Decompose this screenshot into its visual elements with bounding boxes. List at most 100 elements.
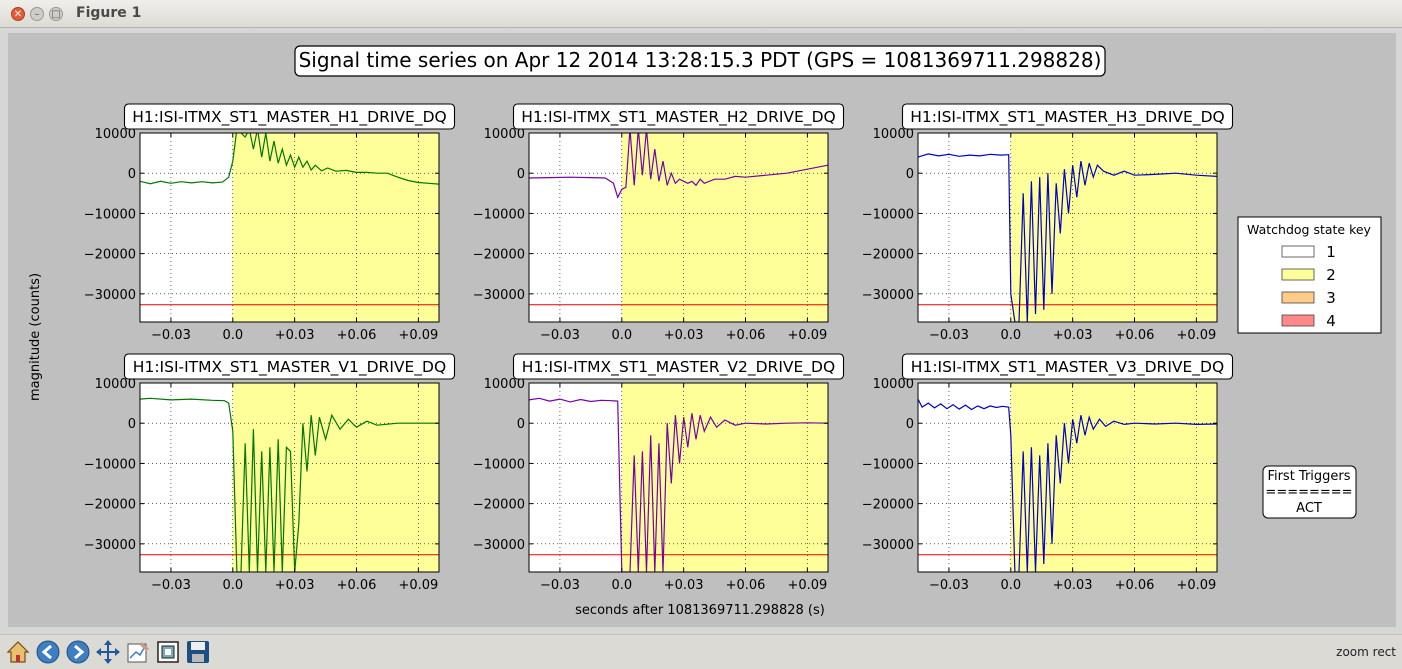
y-tick-label: −10000 bbox=[862, 207, 914, 222]
close-icon[interactable]: ✕ bbox=[11, 7, 25, 21]
first-triggers-rule: ======== bbox=[1265, 485, 1352, 500]
state-region-2 bbox=[1010, 133, 1217, 322]
series-line bbox=[529, 133, 828, 199]
x-tick-label: −0.03 bbox=[929, 328, 969, 343]
y-tick-label: −20000 bbox=[862, 248, 914, 263]
y-tick-label: −30000 bbox=[84, 288, 136, 303]
panel-title: H1:ISI-ITMX_ST1_MASTER_H3_DRIVE_DQ bbox=[910, 108, 1224, 127]
y-tick-label: −20000 bbox=[473, 498, 525, 513]
y-tick-label: −20000 bbox=[84, 498, 136, 513]
save-icon[interactable] bbox=[184, 638, 212, 666]
y-tick-label: −20000 bbox=[84, 248, 136, 263]
window-title: Figure 1 bbox=[76, 5, 142, 21]
suptitle: Signal time series on Apr 12 2014 13:28:… bbox=[299, 48, 1102, 72]
home-icon[interactable] bbox=[4, 638, 32, 666]
y-tick-label: −10000 bbox=[473, 457, 525, 472]
legend-label-3: 3 bbox=[1326, 289, 1336, 307]
panel-title: H1:ISI-ITMX_ST1_MASTER_H2_DRIVE_DQ bbox=[521, 108, 835, 127]
y-tick-label: 0 bbox=[517, 167, 525, 182]
state-region-1 bbox=[529, 383, 622, 572]
state-region-1 bbox=[918, 133, 1011, 322]
x-tick-label: −0.03 bbox=[540, 578, 580, 593]
x-tick-label: +0.06 bbox=[726, 328, 766, 343]
panel-title-box bbox=[901, 353, 1234, 380]
series-line bbox=[140, 397, 439, 572]
y-tick-label: −30000 bbox=[862, 538, 914, 553]
panel-0: −0.03 0.0 +0.03 +0.06 +0.09 10000 0 −10000 −2000… bbox=[84, 103, 456, 343]
x-tick-label: 0.0 bbox=[611, 328, 632, 343]
state-region-1 bbox=[918, 383, 1011, 572]
x-tick-label: +0.03 bbox=[275, 578, 315, 593]
y-tick-label: 0 bbox=[517, 417, 525, 432]
legend-title: Watchdog state key bbox=[1247, 222, 1372, 237]
forward-arrow-icon[interactable] bbox=[64, 638, 92, 666]
x-tick-label: +0.09 bbox=[398, 578, 438, 593]
y-tick-label: 0 bbox=[906, 417, 914, 432]
minimize-icon[interactable]: – bbox=[30, 7, 44, 21]
y-tick-label: 10000 bbox=[484, 377, 525, 392]
y-tick-label: 0 bbox=[128, 167, 136, 182]
y-tick-label: −20000 bbox=[473, 248, 525, 263]
x-tick-label: +0.06 bbox=[1115, 578, 1155, 593]
legend-swatch-2 bbox=[1281, 268, 1315, 281]
state-region-1 bbox=[529, 133, 622, 322]
x-tick-label: 0.0 bbox=[1000, 328, 1021, 343]
back-arrow-icon[interactable] bbox=[34, 638, 62, 666]
panel-title: H1:ISI-ITMX_ST1_MASTER_V3_DRIVE_DQ bbox=[911, 358, 1224, 377]
window-titlebar: ✕ – □ Figure 1 bbox=[0, 0, 1402, 28]
legend-entries: 1 2 3 4 bbox=[1281, 243, 1336, 330]
y-axis-label: magnitude (counts) bbox=[28, 273, 43, 401]
x-tick-label: +0.09 bbox=[1176, 328, 1216, 343]
y-tick-label: 10000 bbox=[873, 377, 914, 392]
series-line bbox=[918, 153, 1217, 322]
panel-title-box bbox=[123, 103, 456, 130]
y-tick-label: −10000 bbox=[473, 207, 525, 222]
axes-frame bbox=[917, 382, 1218, 573]
navigation-toolbar: zoom rect bbox=[0, 634, 1402, 669]
x-tick-label: +0.03 bbox=[275, 328, 315, 343]
legend-swatch-3 bbox=[1281, 291, 1315, 304]
y-tick-label: 10000 bbox=[873, 127, 914, 142]
x-tick-label: −0.03 bbox=[929, 578, 969, 593]
x-tick-label: −0.03 bbox=[540, 328, 580, 343]
y-tick-label: −10000 bbox=[862, 457, 914, 472]
suptitle-box bbox=[294, 45, 1106, 77]
y-tick-label: −10000 bbox=[84, 207, 136, 222]
maximize-icon[interactable]: □ bbox=[49, 7, 63, 21]
x-tick-label: 0.0 bbox=[1000, 578, 1021, 593]
x-tick-label: 0.0 bbox=[222, 328, 243, 343]
axes-frame bbox=[917, 132, 1218, 323]
y-tick-label: −30000 bbox=[862, 288, 914, 303]
panel-title: H1:ISI-ITMX_ST1_MASTER_H1_DRIVE_DQ bbox=[132, 108, 446, 127]
x-tick-label: −0.03 bbox=[151, 328, 191, 343]
x-tick-label: +0.06 bbox=[337, 328, 377, 343]
y-tick-label: 10000 bbox=[484, 127, 525, 142]
panel-1: −0.03 0.0 +0.03 +0.06 +0.09 10000 0 −10000 −2000… bbox=[473, 103, 845, 343]
y-tick-label: −10000 bbox=[84, 457, 136, 472]
x-tick-label: +0.03 bbox=[664, 328, 704, 343]
legend-label-4: 4 bbox=[1326, 312, 1336, 330]
y-tick-label: −30000 bbox=[473, 538, 525, 553]
legend-label-1: 1 bbox=[1326, 243, 1336, 261]
legend-label-2: 2 bbox=[1326, 266, 1336, 284]
x-tick-label: +0.09 bbox=[787, 328, 827, 343]
figure-canvas[interactable]: Signal time series on Apr 12 2014 13:28:… bbox=[0, 28, 1402, 634]
series-line bbox=[918, 398, 1217, 572]
axes-frame bbox=[139, 132, 440, 323]
x-tick-label: +0.06 bbox=[726, 578, 766, 593]
configure-subplots-icon[interactable] bbox=[124, 638, 152, 666]
y-tick-label: 10000 bbox=[95, 377, 136, 392]
pan-icon[interactable] bbox=[94, 638, 122, 666]
y-tick-label: 0 bbox=[906, 167, 914, 182]
panel-5: −0.03 0.0 +0.03 +0.06 +0.09 10000 0 −10000 −2000… bbox=[862, 353, 1234, 593]
x-tick-label: −0.03 bbox=[151, 578, 191, 593]
first-triggers-title: First Triggers bbox=[1267, 469, 1350, 484]
state-region-1 bbox=[140, 383, 233, 572]
x-tick-label: +0.09 bbox=[398, 328, 438, 343]
series-line bbox=[140, 133, 439, 185]
x-tick-label: +0.06 bbox=[337, 578, 377, 593]
x-tick-label: +0.03 bbox=[1053, 578, 1093, 593]
zoom-rect-icon[interactable] bbox=[154, 638, 182, 666]
state-region-1 bbox=[140, 133, 233, 322]
watchdog-legend: Watchdog state key 1 2 3 4 bbox=[1237, 216, 1382, 334]
